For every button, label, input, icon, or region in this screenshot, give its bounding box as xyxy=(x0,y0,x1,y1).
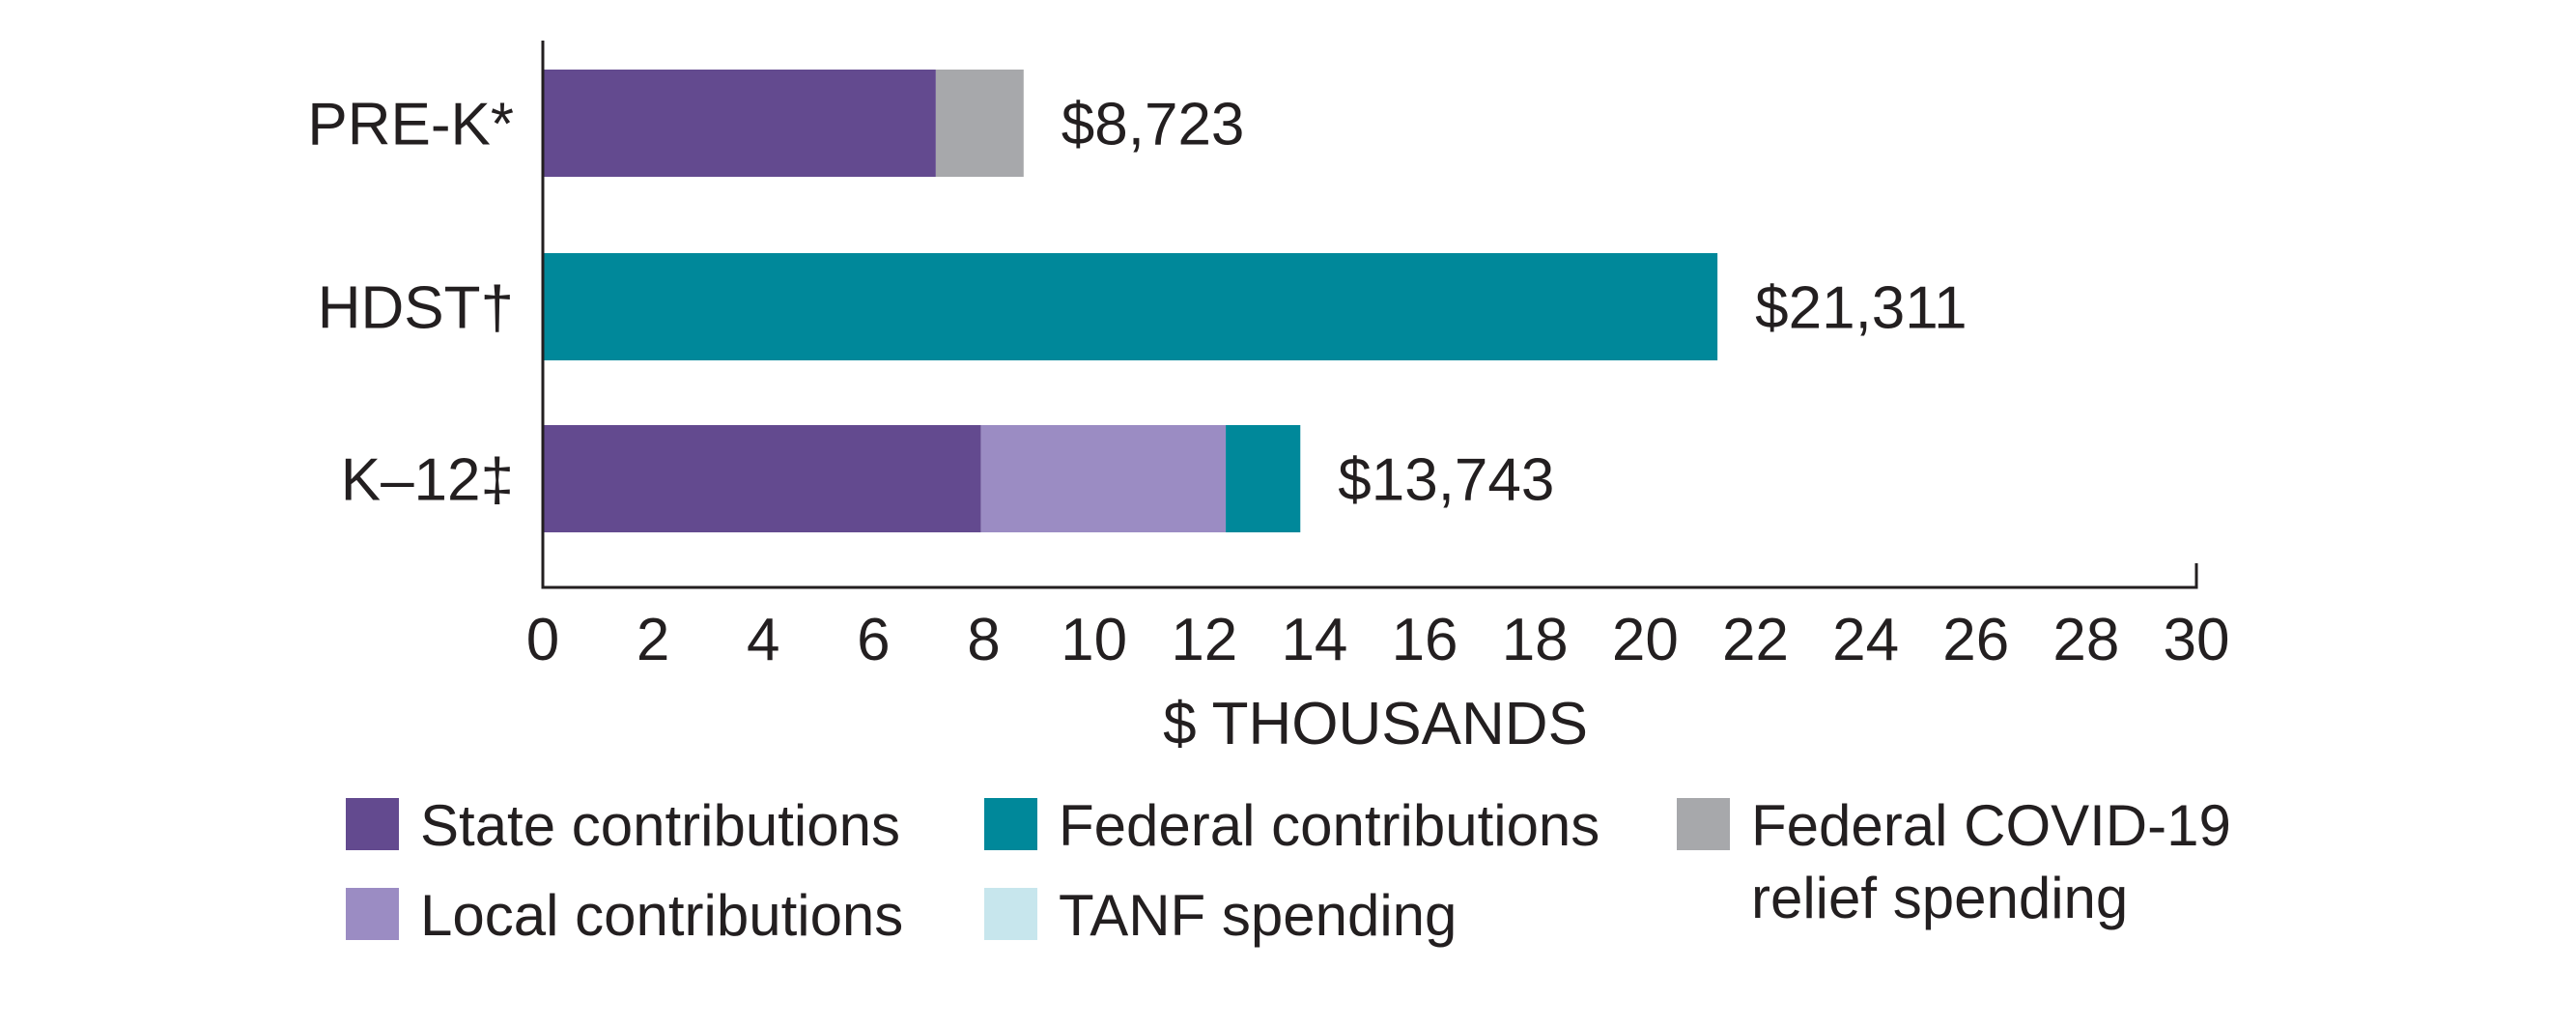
legend-swatch xyxy=(984,798,1037,850)
x-tick-label: 12 xyxy=(1171,607,1237,673)
bars-group xyxy=(543,70,1718,532)
x-tick-label: 26 xyxy=(1942,607,2009,673)
x-tick-label: 4 xyxy=(747,607,779,673)
value-labels: $8,723 $21,311 $13,743 xyxy=(1062,92,1967,514)
x-tick-label: 2 xyxy=(637,607,669,673)
bar-segment-federal-covid-19-relief-spending-0 xyxy=(935,70,1024,177)
x-tick-label: 24 xyxy=(1832,607,1899,673)
x-tick-label: 14 xyxy=(1281,607,1347,673)
axes xyxy=(541,41,2198,589)
x-tick-label: 0 xyxy=(526,607,559,673)
category-label: HDST† xyxy=(318,275,514,342)
legend-label: Federal COVID-19 xyxy=(1751,793,2231,858)
x-tick-label: 28 xyxy=(2052,607,2119,673)
value-label: $8,723 xyxy=(1062,92,1245,158)
legend-label: State contributions xyxy=(420,793,900,858)
x-tick-label: 16 xyxy=(1392,607,1458,673)
bar-segment-state-contributions-2 xyxy=(543,425,981,532)
legend-item-federal-contributions: Federal contributions xyxy=(984,793,1599,858)
x-tick-label: 22 xyxy=(1722,607,1789,673)
legend-item-local-contributions: Local contributions xyxy=(346,883,903,948)
value-label: $21,311 xyxy=(1755,275,1967,342)
legend-item-federal-covid-19-relief-spending: Federal COVID-19 relief spending xyxy=(1677,793,2231,930)
bar-segment-federal-contributions-2 xyxy=(1226,425,1301,532)
x-tick-label: 18 xyxy=(1502,607,1569,673)
legend-swatch xyxy=(1677,798,1730,850)
category-label: K–12‡ xyxy=(341,447,514,514)
x-tick-label: 20 xyxy=(1612,607,1679,673)
legend-swatch xyxy=(984,888,1037,940)
value-label: $13,743 xyxy=(1338,447,1554,514)
legend-swatch xyxy=(346,798,399,850)
legend-label: Local contributions xyxy=(420,883,903,948)
bar-segment-federal-contributions-1 xyxy=(543,253,1718,360)
x-tick-label: 30 xyxy=(2164,607,2230,673)
x-tick-label: 8 xyxy=(967,607,1000,673)
category-labels: PRE-K* HDST† K–12‡ xyxy=(307,92,514,514)
legend-label: relief spending xyxy=(1751,866,2128,930)
legend-item-tanf-spending: TANF spending xyxy=(984,883,1457,948)
x-tick-label: 10 xyxy=(1061,607,1127,673)
legend-label: Federal contributions xyxy=(1059,793,1599,858)
x-tick-labels: 0 2 4 6 8 10 12 14 16 18 20 22 24 26 28 30 xyxy=(526,607,2230,673)
legend: State contributions Local contributions Fe… xyxy=(346,793,2231,948)
x-axis-title: $ THOUSANDS xyxy=(1163,691,1588,757)
legend-label: TANF spending xyxy=(1059,883,1457,948)
category-label: PRE-K* xyxy=(307,92,514,158)
bar-segment-state-contributions-0 xyxy=(543,70,936,177)
legend-item-state-contributions: State contributions xyxy=(346,793,900,858)
legend-swatch xyxy=(346,888,399,940)
x-tick-label: 6 xyxy=(857,607,890,673)
bar-segment-local-contributions-2 xyxy=(980,425,1227,532)
